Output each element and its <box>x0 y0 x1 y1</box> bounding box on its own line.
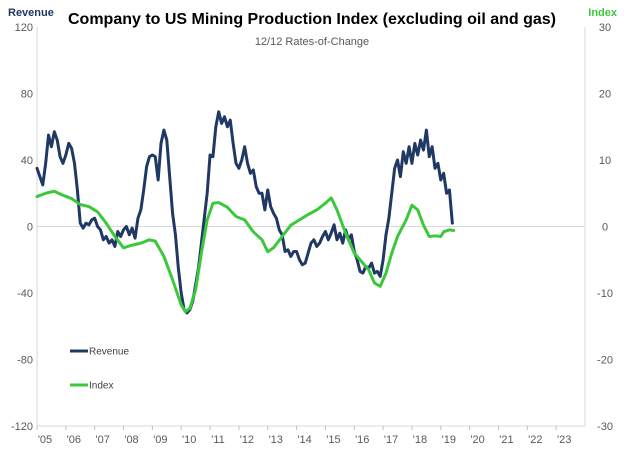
series-line-index <box>35 189 456 314</box>
x-tick-label: '09 <box>153 434 167 446</box>
chart-subtitle: 12/12 Rates-of-Change <box>255 36 369 48</box>
right-tick-label: -10 <box>597 288 613 300</box>
left-axis-title: Revenue <box>8 7 54 19</box>
right-axis-title: Index <box>588 7 618 19</box>
left-tick-label: 40 <box>21 155 33 167</box>
left-tick-label: 80 <box>21 89 33 101</box>
right-tick-label: -30 <box>597 421 613 433</box>
right-tick-label: -20 <box>597 355 613 367</box>
left-axis-ticks: 120 80 40 0 -40 -80 -120 <box>11 22 33 433</box>
right-tick-label: 0 <box>602 222 608 234</box>
right-tick-label: 10 <box>599 155 611 167</box>
right-axis-ticks: 30 20 10 0 -10 -20 -30 <box>597 22 613 433</box>
left-tick-label: 120 <box>15 22 33 34</box>
x-tick-label: '22 <box>528 434 542 446</box>
x-tick-label: '15 <box>326 434 340 446</box>
x-tick-label: '23 <box>557 434 571 446</box>
series-line-revenue <box>35 110 454 315</box>
left-tick-label: -80 <box>17 355 33 367</box>
right-tick-label: 20 <box>599 89 611 101</box>
x-tick-label: '07 <box>96 434 110 446</box>
legend: Revenue Index <box>70 347 129 392</box>
right-tick-label: 30 <box>599 22 611 34</box>
x-tick-label: '13 <box>269 434 283 446</box>
x-tick-label: '06 <box>67 434 81 446</box>
chart-title: Company to US Mining Production Index (e… <box>68 11 556 28</box>
x-tick-label: '11 <box>211 434 225 446</box>
x-tick-label: '21 <box>499 434 513 446</box>
x-tick-label: '05 <box>38 434 52 446</box>
left-tick-label: -40 <box>17 288 33 300</box>
x-tick-label: '20 <box>470 434 484 446</box>
legend-label-revenue: Revenue <box>89 347 129 358</box>
x-tick-label: '12 <box>240 434 254 446</box>
left-tick-label: 0 <box>27 222 33 234</box>
x-tick-label: '08 <box>124 434 138 446</box>
x-tick-label: '18 <box>413 434 427 446</box>
x-tick-label: '10 <box>182 434 196 446</box>
x-tick-label: '14 <box>297 434 311 446</box>
x-tick-label: '19 <box>442 434 456 446</box>
series-layer <box>35 110 456 315</box>
left-tick-label: -120 <box>11 421 33 433</box>
x-tick-label: '17 <box>384 434 398 446</box>
x-axis-ticks: '05 '06 '07 '08 '09 '10 '11 '12 '13 '14 '15 '16 '17 '… <box>36 426 571 446</box>
legend-label-index: Index <box>89 381 113 392</box>
x-tick-label: '16 <box>355 434 369 446</box>
